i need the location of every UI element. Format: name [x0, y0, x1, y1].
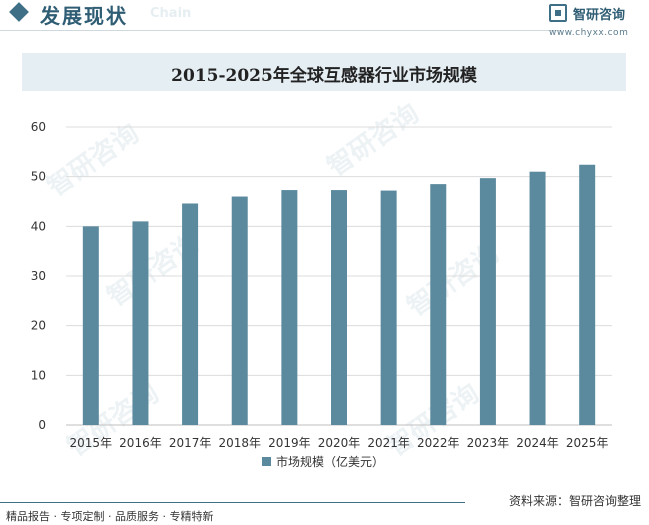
brand-logo-icon: [549, 4, 567, 22]
page-header: 发展现状 Chain: [0, 0, 649, 44]
bar: [380, 190, 397, 425]
x-tick-label: 2017年: [169, 436, 212, 450]
y-tick-label: 0: [38, 418, 46, 432]
footer-tags: 精品报告 · 专项定制 · 品质服务 · 专精特新: [6, 510, 214, 523]
y-tick-label: 10: [31, 368, 46, 382]
bar: [479, 178, 496, 425]
bar: [231, 196, 248, 425]
x-tick-label: 2024年: [516, 436, 559, 450]
bar: [132, 221, 149, 425]
x-tick-label: 2019年: [268, 436, 311, 450]
x-tick-label: 2015年: [70, 436, 113, 450]
ghost-text: Chain: [150, 6, 192, 21]
x-tick-label: 2023年: [467, 436, 510, 450]
bar: [281, 190, 298, 425]
brand-url: www.chyxx.com: [549, 28, 629, 38]
bar: [182, 203, 199, 425]
bar: [82, 226, 99, 425]
bar: [331, 190, 347, 425]
legend-label: 市场规模（亿美元）: [276, 454, 384, 469]
x-tick-label: 2022年: [417, 436, 460, 450]
source-note: 资料来源：智研咨询整理: [508, 494, 641, 508]
x-tick-label: 2016年: [119, 436, 162, 450]
y-tick-label: 30: [31, 269, 46, 283]
brand-name: 智研咨询: [573, 8, 626, 23]
x-tick-label: 2020年: [318, 436, 361, 450]
legend-swatch: [262, 457, 271, 466]
y-tick-label: 50: [31, 170, 46, 184]
footer-divider: [0, 502, 465, 503]
y-tick-label: 60: [31, 120, 46, 134]
chart-title-bar: 2015-2025年全球互感器行业市场规模: [22, 53, 626, 91]
x-tick-label: 2021年: [367, 436, 410, 450]
chart-title: 2015-2025年全球互感器行业市场规模: [171, 66, 477, 86]
bar: [579, 164, 596, 425]
x-tick-label: 2018年: [218, 436, 261, 450]
header-divider: [0, 30, 560, 31]
y-tick-label: 40: [31, 219, 46, 233]
y-tick-label: 20: [31, 319, 46, 333]
bar: [529, 171, 546, 425]
x-tick-label: 2025年: [566, 436, 609, 450]
section-title: 发展现状: [40, 4, 128, 28]
bar: [430, 184, 447, 425]
